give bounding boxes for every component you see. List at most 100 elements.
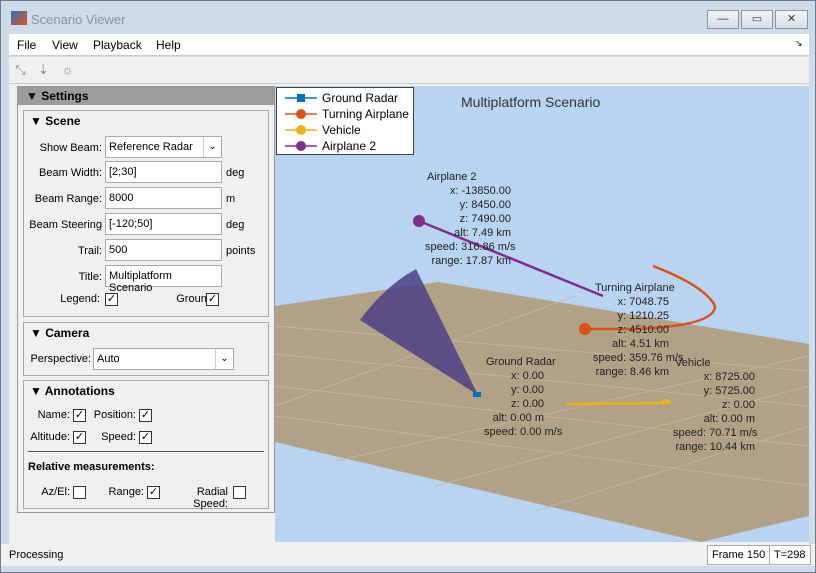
perspective-select[interactable]: Auto ⌄ <box>93 348 234 370</box>
azel-label: Az/El: <box>41 486 70 498</box>
vehicle-marker <box>661 399 671 404</box>
turning-airplane-trail <box>585 264 717 331</box>
pan-icon[interactable]: ⇣ <box>38 62 49 77</box>
legend-checkbox[interactable]: ✓ <box>105 293 118 306</box>
beam-width-input[interactable]: [2;30] <box>105 161 222 183</box>
perspective-value: Auto <box>97 353 120 365</box>
frame-counter: Frame 150 <box>707 545 771 565</box>
dock-arrow-icon[interactable]: ↘ <box>795 38 803 48</box>
scene-canvas <box>275 215 809 542</box>
beam-range-label: Beam Range: <box>34 193 102 205</box>
show-beam-label: Show Beam: <box>39 142 102 154</box>
status-text: Processing <box>9 549 64 561</box>
trail-input[interactable]: 500 <box>105 239 222 261</box>
azel-checkbox[interactable] <box>73 486 86 499</box>
turning-airplane-label: Turning Airplane <box>595 282 675 294</box>
beam-range-unit: m <box>226 193 236 205</box>
legend-item: Airplane 2 <box>322 139 377 153</box>
name-checkbox[interactable]: ✓ <box>73 409 86 422</box>
ground-radar-label: Ground Radar <box>486 356 556 368</box>
legend-item: Vehicle <box>322 123 361 137</box>
speed-label: Speed: <box>101 431 136 443</box>
vehicle-info: x: 8725.00 y: 5725.00 z: 0.00 alt: 0.00 … <box>673 371 758 454</box>
vehicle-label: Vehicle <box>675 357 711 369</box>
legend-label: Legend: <box>60 293 100 305</box>
turning-airplane-marker <box>579 323 591 335</box>
title-bar: Scenario Viewer — ▭ ✕ <box>1 1 815 34</box>
menu-help[interactable]: Help <box>156 38 181 52</box>
settings-header[interactable]: ▼ Settings <box>18 87 274 105</box>
chevron-down-icon: ⌄ <box>215 349 233 369</box>
relative-measurements-header: Relative measurements: <box>28 461 155 473</box>
ground-radar-marker <box>473 392 481 397</box>
legend[interactable]: Ground Radar Turning Airplane Vehicle Ai… <box>276 87 414 155</box>
range-checkbox[interactable]: ✓ <box>147 486 160 499</box>
scenario-plot[interactable]: Multiplatform Scenario Ground Radar Turn… <box>275 86 809 542</box>
scene-group: ▼ Scene Show Beam: Reference Radar ⌄ Beam… <box>23 110 269 317</box>
trail-label: Trail: <box>77 245 102 257</box>
menu-playback[interactable]: Playback <box>93 38 142 52</box>
airplane2-label: Airplane 2 <box>427 171 477 183</box>
menu-view[interactable]: View <box>52 38 78 52</box>
trail-unit: points <box>226 245 256 257</box>
show-beam-select[interactable]: Reference Radar ⌄ <box>105 136 222 158</box>
altitude-checkbox[interactable]: ✓ <box>73 431 86 444</box>
main-content: ▼ Settings ▼ Scene Show Beam: Reference … <box>9 84 809 544</box>
close-button[interactable]: ✕ <box>775 10 808 29</box>
title-input[interactable]: Multiplatform Scenario <box>105 265 222 294</box>
legend-circle-icon <box>296 141 306 151</box>
minimize-button[interactable]: — <box>707 10 739 29</box>
beam-width-label: Beam Width: <box>39 167 102 179</box>
beam-steering-input[interactable]: [-120;50] <box>105 213 222 235</box>
turning-airplane-info: x: 7048.75 y: 1210.25 z: 4510.00 alt: 4.… <box>593 296 684 379</box>
window-title: Scenario Viewer <box>31 12 126 27</box>
camera-group: ▼ Camera Perspective: Auto ⌄ <box>23 322 269 376</box>
toolbar: ⤡ ⇣ ☼ <box>9 57 809 84</box>
light-icon[interactable]: ☼ <box>61 62 74 77</box>
rotate-icon[interactable]: ⤡ <box>15 62 26 77</box>
altitude-label: Altitude: <box>30 431 70 443</box>
airplane2-marker <box>413 215 425 227</box>
annotations-header[interactable]: ▼ Annotations <box>30 384 115 398</box>
plot-title: Multiplatform Scenario <box>461 94 601 110</box>
beam-range-input[interactable]: 8000 <box>105 187 222 209</box>
beam-steering-unit: deg <box>226 219 245 231</box>
divider <box>28 451 264 452</box>
range-label: Range: <box>108 486 144 498</box>
ground-checkbox[interactable]: ✓ <box>206 293 219 306</box>
matlab-logo-icon <box>11 11 27 25</box>
ground-radar-info: x: 0.00 y: 0.00 z: 0.00 alt: 0.00 m spee… <box>484 370 562 439</box>
vehicle-trail <box>566 401 670 406</box>
name-label: Name: <box>37 409 70 421</box>
beam-width-unit: deg <box>226 167 245 179</box>
scene-header[interactable]: ▼ Scene <box>30 114 81 128</box>
menu-bar: File View Playback Help ↘ <box>9 34 809 56</box>
position-checkbox[interactable]: ✓ <box>139 409 152 422</box>
title-label: Title: <box>78 271 102 283</box>
maximize-button[interactable]: ▭ <box>741 10 773 29</box>
legend-circle-icon <box>296 125 306 135</box>
camera-header[interactable]: ▼ Camera <box>30 326 90 340</box>
beam-steering-label: Beam Steering <box>29 219 102 231</box>
airplane2-info: x: -13850.00 y: 8450.00 z: 7490.00 alt: … <box>425 185 516 268</box>
position-label: Position: <box>93 409 136 421</box>
legend-circle-icon <box>296 109 306 119</box>
legend-square-icon <box>297 94 305 102</box>
speed-checkbox[interactable]: ✓ <box>139 431 152 444</box>
show-beam-value: Reference Radar <box>109 141 193 153</box>
annotations-group: ▼ Annotations Name: ✓ Position: ✓ Altitu… <box>23 380 269 510</box>
airplane2-trail <box>418 219 604 298</box>
status-bar: Processing Frame 150 T=298 <box>1 544 815 566</box>
legend-markers <box>285 94 317 151</box>
settings-panel: ▼ Settings ▼ Scene Show Beam: Reference … <box>17 86 275 513</box>
legend-item: Ground Radar <box>322 91 399 105</box>
time-counter: T=298 <box>769 545 811 565</box>
menu-file[interactable]: File <box>17 38 37 52</box>
radial-speed-checkbox[interactable] <box>233 486 246 499</box>
perspective-label: Perspective: <box>30 353 91 365</box>
chevron-down-icon: ⌄ <box>203 137 221 157</box>
radar-beam <box>360 269 478 395</box>
legend-item: Turning Airplane <box>322 107 409 121</box>
radial-speed-label: Radial Speed: <box>193 486 228 510</box>
